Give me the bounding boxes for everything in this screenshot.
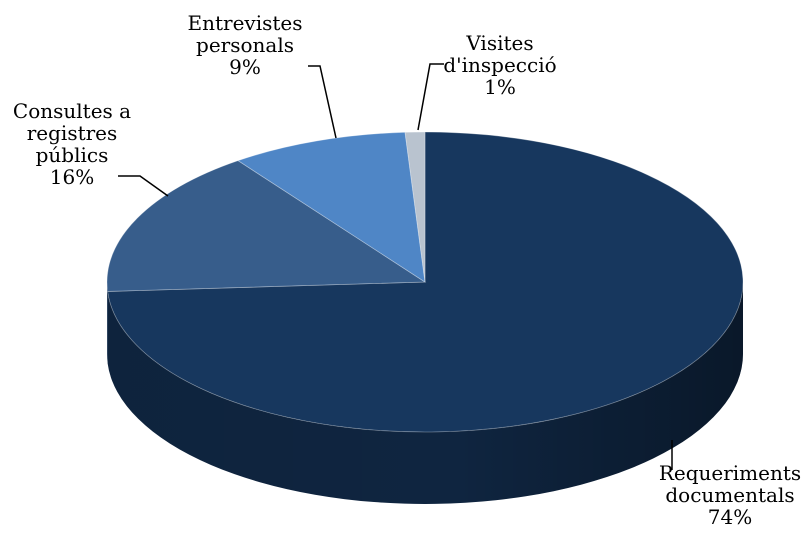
leader-line-entrevistes [308, 65, 337, 139]
label-visites: Visites d'inspecció 1% [435, 32, 565, 98]
label-consultes-line3: públics [35, 143, 109, 167]
leader-line-visites [417, 63, 444, 131]
slice-side-shade-consultes [107, 282, 108, 364]
label-entrevistes-line1: Entrevistes [187, 11, 303, 35]
label-consultes-line1: Consultes a [12, 99, 132, 123]
label-visites-value: 1% [484, 75, 516, 99]
label-visites-line2: d'inspecció [443, 53, 557, 77]
label-consultes: Consultes a registres públics 16% [2, 100, 142, 188]
slice-consultes [106, 160, 427, 292]
slice-requeriments [107, 131, 744, 433]
pie-top-faces [106, 131, 744, 433]
label-requeriments: Requeriments documentals 74% [655, 462, 805, 528]
slice-side-shade-requeriments [107, 282, 743, 504]
label-entrevistes-line2: personals [196, 33, 294, 57]
leader-line-consultes [118, 175, 169, 197]
label-entrevistes: Entrevistes personals 9% [180, 12, 310, 78]
slice-visites [404, 131, 426, 283]
label-requeriments-line2: documentals [665, 483, 795, 507]
label-consultes-value: 16% [49, 165, 95, 189]
leader-lines [118, 63, 673, 470]
label-requeriments-line1: Requeriments [658, 461, 802, 485]
label-requeriments-value: 74% [707, 505, 753, 529]
pie-side-walls [107, 282, 743, 504]
label-consultes-line2: registres [26, 121, 118, 145]
label-visites-line1: Visites [466, 31, 534, 55]
label-entrevistes-value: 9% [229, 55, 261, 79]
slice-entrevistes [237, 131, 426, 283]
